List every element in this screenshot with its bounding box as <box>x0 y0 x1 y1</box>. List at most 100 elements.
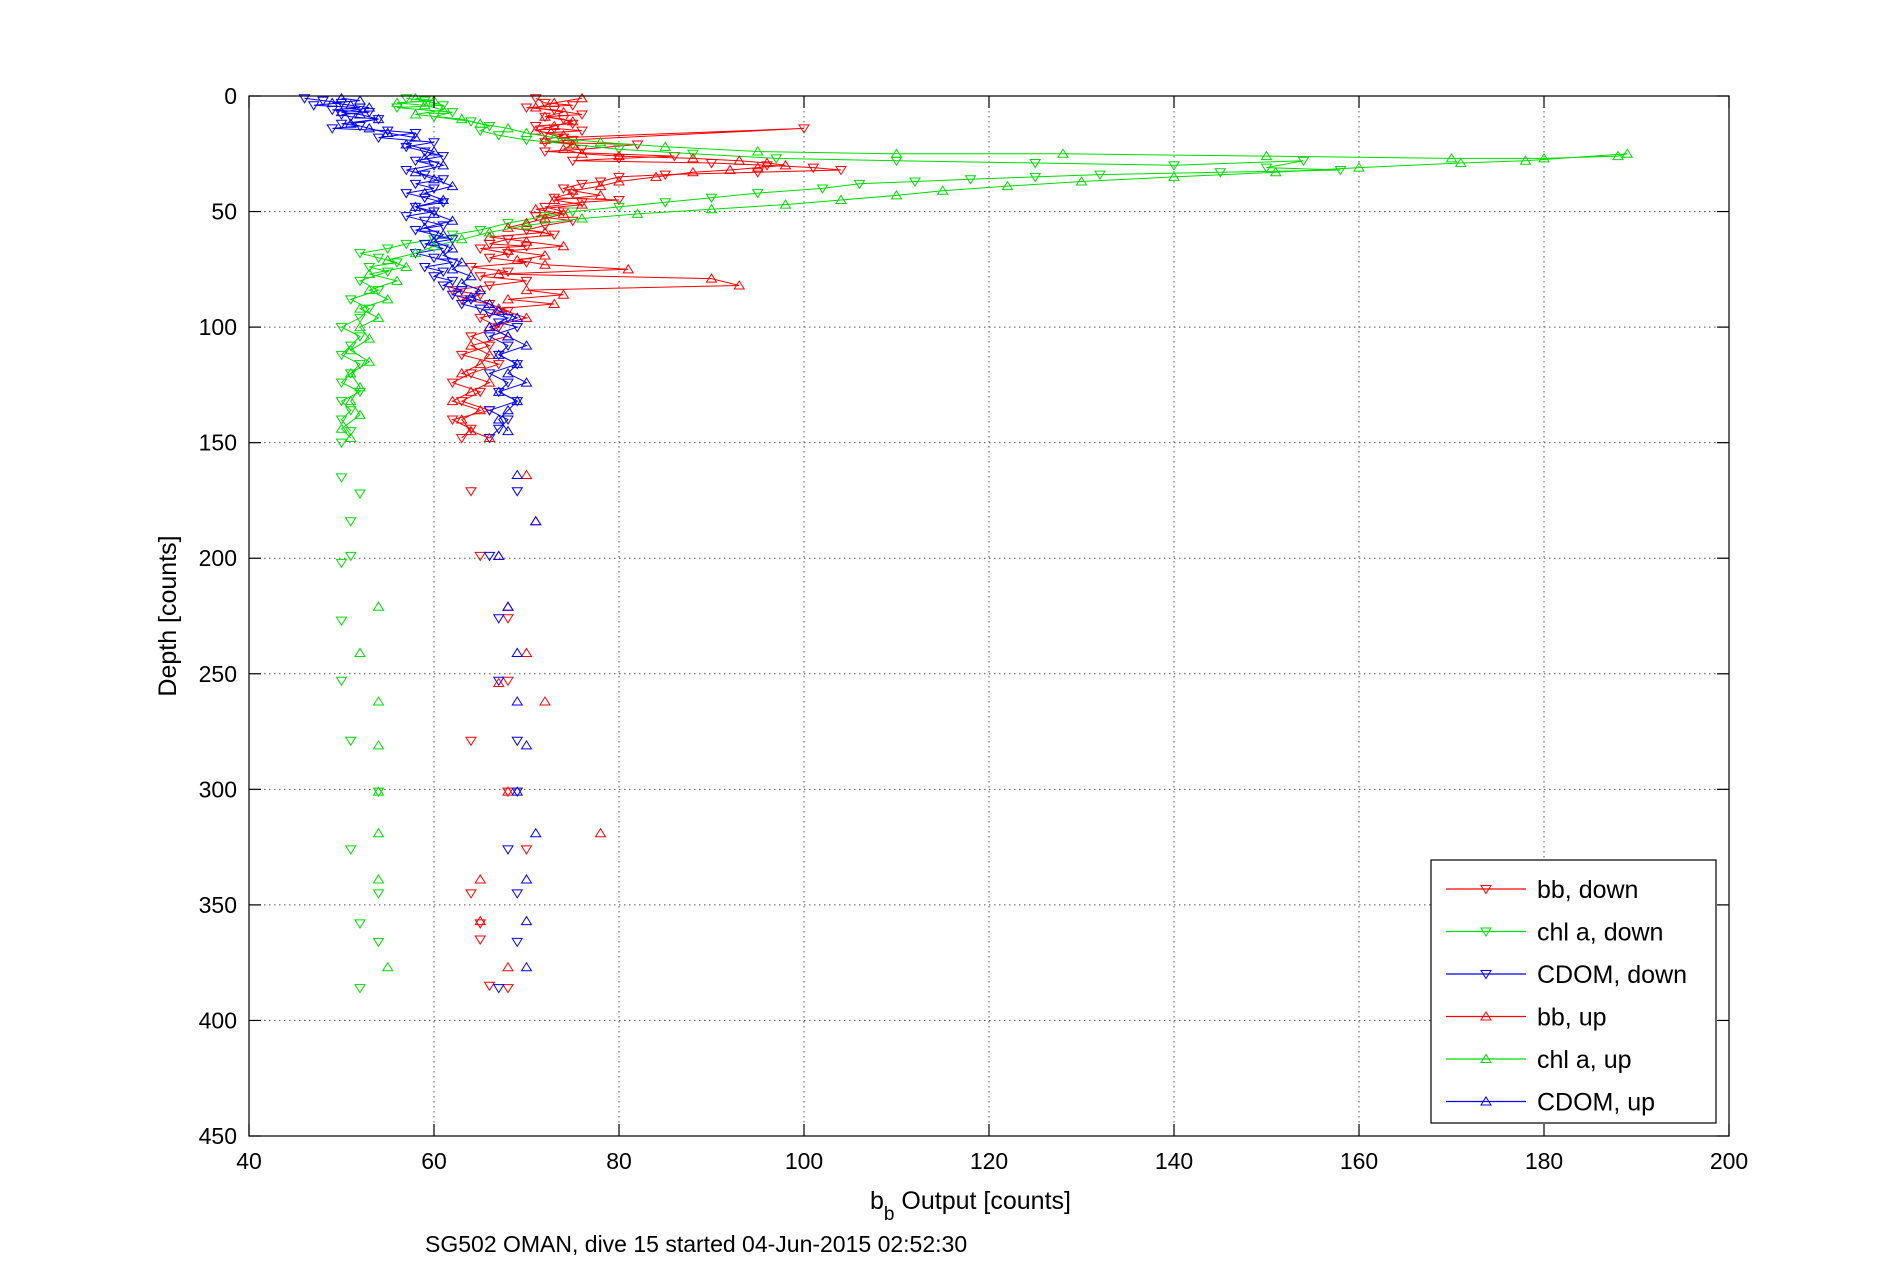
data-point-chl-a-up <box>751 146 764 156</box>
data-point-cdom-up <box>428 173 440 184</box>
data-point-cdom-down <box>326 124 339 134</box>
data-point-bb-up <box>492 677 505 688</box>
data-point-chl-a-up <box>1057 148 1069 158</box>
data-point-cdom-down <box>511 397 524 407</box>
data-point-bb-down <box>613 154 625 164</box>
y-tick-label: 300 <box>199 776 237 802</box>
data-point-bb-down <box>455 397 468 407</box>
data-point-bb-up <box>539 250 551 260</box>
data-point-chl-a-down <box>344 736 357 747</box>
series-chl-a-up <box>335 92 1634 972</box>
legend-entry-cdom-down: CDOM, down <box>1446 961 1687 989</box>
data-point-cdom-up <box>511 395 524 406</box>
data-point-cdom-up <box>492 386 505 396</box>
data-point-chl-a-down <box>1260 163 1273 174</box>
data-point-bb-down <box>474 935 487 945</box>
data-point-bb-up <box>557 289 570 299</box>
data-point-chl-a-down <box>354 276 366 287</box>
data-point-bb-down <box>465 369 477 379</box>
data-point-chl-a-down <box>344 369 357 379</box>
data-point-chl-a-up <box>344 395 357 406</box>
data-point-chl-a-up <box>363 268 376 278</box>
legend-label: CDOM, up <box>1537 1089 1655 1117</box>
data-point-cdom-down <box>428 138 440 148</box>
data-point-chl-a-down <box>335 415 348 425</box>
data-point-cdom-up <box>474 284 487 295</box>
data-point-bb-down <box>566 216 579 227</box>
data-point-bb-down <box>474 313 487 324</box>
data-point-cdom-up <box>465 270 477 281</box>
data-point-bb-up <box>502 293 514 304</box>
data-point-bb-up <box>557 106 570 117</box>
data-point-bb-up <box>566 115 579 126</box>
data-point-chl-a-down <box>1168 161 1180 171</box>
data-point-bb-down <box>455 350 468 361</box>
data-point-cdom-down <box>317 96 329 107</box>
data-point-bb-down <box>613 196 625 206</box>
x-tick-label: 100 <box>785 1148 823 1174</box>
data-point-cdom-down <box>437 198 450 208</box>
data-point-bb-up <box>520 647 533 657</box>
data-point-chl-a-up <box>1538 152 1550 163</box>
data-point-chl-a-down <box>354 489 366 499</box>
data-point-cdom-down <box>418 216 431 227</box>
data-point-chl-a-down <box>344 517 357 527</box>
data-point-cdom-up <box>446 180 459 191</box>
legend-label: chl a, up <box>1537 1046 1632 1074</box>
data-point-cdom-up <box>354 109 366 119</box>
data-point-cdom-up <box>409 166 422 177</box>
data-point-bb-down <box>465 332 477 342</box>
data-point-bb-up <box>529 203 542 214</box>
data-point-cdom-up <box>446 263 459 274</box>
data-point-cdom-down <box>511 889 524 899</box>
data-point-cdom-up <box>492 305 505 315</box>
data-point-bb-down <box>465 487 477 497</box>
data-point-bb-down <box>474 387 487 398</box>
data-point-chl-a-up <box>1075 176 1088 186</box>
data-point-chl-a-up <box>381 293 394 304</box>
data-point-bb-down <box>502 984 514 994</box>
data-point-cdom-up <box>446 243 459 253</box>
data-point-chl-a-up <box>354 321 366 332</box>
data-point-chl-a-down <box>354 919 366 929</box>
data-point-chl-a-up <box>335 423 348 433</box>
data-point-cdom-up <box>483 298 496 308</box>
data-point-cdom-up <box>511 358 524 369</box>
data-point-cdom-up <box>520 961 533 972</box>
x-tick-label: 40 <box>236 1148 262 1174</box>
data-point-bb-up <box>548 120 561 131</box>
data-point-cdom-down <box>474 304 487 315</box>
y-tick-label: 350 <box>199 892 237 918</box>
data-point-cdom-up <box>354 95 366 105</box>
data-point-bb-down <box>483 281 496 291</box>
data-point-cdom-up <box>520 739 533 750</box>
data-point-cdom-up <box>529 827 542 838</box>
data-point-chl-a-down <box>687 149 699 160</box>
data-point-bb-up <box>557 143 570 154</box>
data-point-bb-up <box>687 166 699 177</box>
data-point-cdom-down <box>437 267 450 278</box>
data-point-chl-a-up <box>1168 171 1180 181</box>
data-point-bb-down <box>474 919 487 929</box>
data-point-bb-down <box>548 230 561 241</box>
data-point-bb-up <box>474 358 487 369</box>
data-point-bb-down <box>576 110 588 120</box>
data-point-chl-a-down <box>335 378 348 389</box>
y-tick-label: 150 <box>199 430 237 456</box>
data-point-cdom-up <box>381 127 394 137</box>
data-point-chl-a-down <box>539 212 551 222</box>
data-point-chl-a-down <box>770 154 783 164</box>
data-point-cdom-down <box>446 290 459 301</box>
data-point-chl-a-down <box>354 313 366 324</box>
data-point-bb-up <box>483 349 496 359</box>
data-point-chl-a-down <box>1094 170 1106 181</box>
data-point-chl-a-down <box>446 108 459 118</box>
data-point-bb-down <box>474 272 487 282</box>
data-point-bb-up <box>557 208 570 218</box>
data-point-chl-a-up <box>363 356 376 366</box>
data-point-cdom-down <box>492 984 505 994</box>
data-point-chl-a-up <box>428 240 440 251</box>
data-point-chl-a-up <box>1353 162 1365 172</box>
data-point-bb-up <box>492 268 505 278</box>
data-point-cdom-down <box>511 360 524 370</box>
